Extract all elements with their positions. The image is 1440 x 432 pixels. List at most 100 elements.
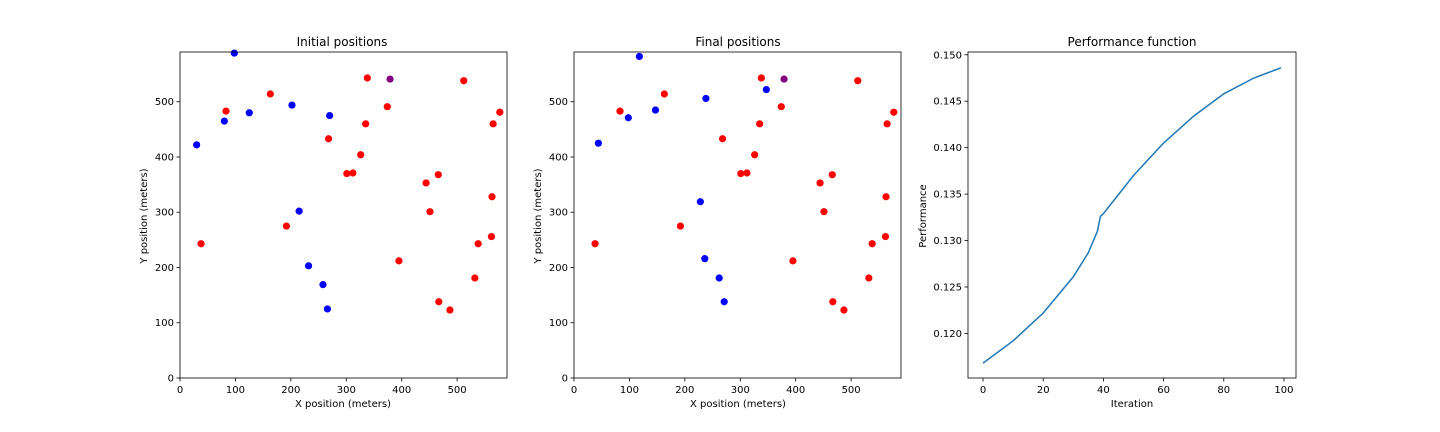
x-tick-label: 100 xyxy=(620,385,639,396)
x-tick-label: 400 xyxy=(786,385,805,396)
scatter-point xyxy=(487,232,496,241)
scatter-point xyxy=(696,198,704,206)
scatter-point xyxy=(295,207,303,215)
scatter-point xyxy=(882,193,890,201)
scatter-point xyxy=(651,106,660,114)
scatter-point xyxy=(496,108,504,116)
subplot-performance-function: Performance function Iteration Performan… xyxy=(918,35,1297,410)
y-tick-label: 100 xyxy=(549,318,568,329)
scatter-point xyxy=(488,193,496,201)
y-tick-label: 0 xyxy=(562,374,568,385)
xlabel-initial-positions: X position (meters) xyxy=(295,399,391,410)
y-tick-label: 0.145 xyxy=(933,97,962,108)
x-tick-label: 500 xyxy=(842,385,861,396)
axes-frame xyxy=(573,51,902,379)
scatter-point xyxy=(222,107,230,115)
title-initial-positions: Initial positions xyxy=(297,35,388,49)
scatter-point xyxy=(676,222,685,230)
scatter-point xyxy=(434,171,442,179)
scatter-point xyxy=(868,240,876,248)
scatter-point xyxy=(288,101,296,109)
subplot-initial-positions: Initial positions X position (meters) Y … xyxy=(139,35,508,410)
x-tick-label: 100 xyxy=(226,385,245,396)
title-performance-function: Performance function xyxy=(1068,35,1197,49)
scatter-point xyxy=(489,120,497,128)
scatter-point xyxy=(829,298,837,306)
scatter-point xyxy=(471,274,479,282)
scatter-point xyxy=(881,232,890,241)
performance-line xyxy=(982,67,1282,364)
scatter-point xyxy=(395,257,403,265)
scatter-point xyxy=(446,306,454,314)
scatter-point xyxy=(326,111,334,120)
scatter-point xyxy=(319,281,327,289)
scatter-point xyxy=(193,141,201,149)
x-tick-label: 0 xyxy=(571,385,577,396)
scatter-point xyxy=(820,208,828,216)
y-tick-label: 400 xyxy=(549,152,568,163)
y-tick-label: 300 xyxy=(549,208,568,219)
subplot-final-positions: Final positions X position (meters) Y po… xyxy=(533,35,902,410)
scatter-point xyxy=(751,151,759,159)
scatter-point xyxy=(426,208,434,216)
scatter-point xyxy=(789,257,797,265)
scatter-point xyxy=(840,306,848,314)
scatter-point xyxy=(383,103,391,111)
y-tick-label: 500 xyxy=(549,97,568,108)
scatter-point xyxy=(635,52,644,61)
scatter-point xyxy=(616,107,624,115)
y-tick-label: 500 xyxy=(155,97,174,108)
ylabel-initial-positions: Y position (meters) xyxy=(139,168,150,264)
y-tick-label: 0.150 xyxy=(933,50,962,61)
x-tick-label: 20 xyxy=(1037,385,1050,396)
y-tick-label: 0.135 xyxy=(933,190,962,201)
scatter-point xyxy=(890,108,898,116)
ylabel-final-positions: Y position (meters) xyxy=(533,168,544,264)
title-final-positions: Final positions xyxy=(695,35,780,49)
x-tick-label: 80 xyxy=(1217,385,1230,396)
y-tick-label: 400 xyxy=(155,152,174,163)
scatter-point xyxy=(865,274,873,282)
scatter-point xyxy=(474,240,482,248)
y-tick-label: 300 xyxy=(155,208,174,219)
x-tick-label: 60 xyxy=(1157,385,1170,396)
scatter-point xyxy=(362,120,370,128)
scatter-point xyxy=(715,274,723,282)
scatter-point xyxy=(702,94,710,103)
scatter-point xyxy=(363,74,371,82)
scatter-point xyxy=(323,305,332,313)
x-tick-label: 200 xyxy=(675,385,694,396)
scatter-point xyxy=(660,90,668,98)
y-tick-label: 0.120 xyxy=(933,329,962,340)
scatter-point xyxy=(357,151,365,159)
scatter-point xyxy=(718,135,727,143)
scatter-point xyxy=(386,75,394,83)
scatter-point xyxy=(757,74,765,82)
scatter-point xyxy=(762,85,770,94)
x-tick-label: 200 xyxy=(281,385,300,396)
scatter-point xyxy=(624,114,632,122)
y-tick-label: 200 xyxy=(155,263,174,274)
axes-frame xyxy=(967,51,1297,379)
scatter-point xyxy=(324,135,333,143)
ylabel-performance-function: Performance xyxy=(918,184,929,247)
scatter-point xyxy=(245,109,253,117)
x-tick-label: 0 xyxy=(177,385,183,396)
scatter-point xyxy=(854,77,862,85)
scatter-point xyxy=(828,171,836,179)
y-tick-label: 0.140 xyxy=(933,143,962,154)
x-tick-label: 100 xyxy=(1274,385,1293,396)
xlabel-final-positions: X position (meters) xyxy=(690,399,786,410)
scatter-point xyxy=(720,298,728,306)
scatter-point xyxy=(756,120,764,128)
scatter-point xyxy=(435,298,443,306)
scatter-point xyxy=(220,117,228,125)
y-tick-label: 100 xyxy=(155,318,174,329)
y-tick-label: 200 xyxy=(549,263,568,274)
scatter-point xyxy=(777,103,785,111)
x-tick-label: 500 xyxy=(448,385,467,396)
y-tick-label: 0 xyxy=(168,374,174,385)
scatter-point xyxy=(780,75,788,83)
scatter-point xyxy=(737,169,745,178)
x-tick-label: 300 xyxy=(731,385,750,396)
